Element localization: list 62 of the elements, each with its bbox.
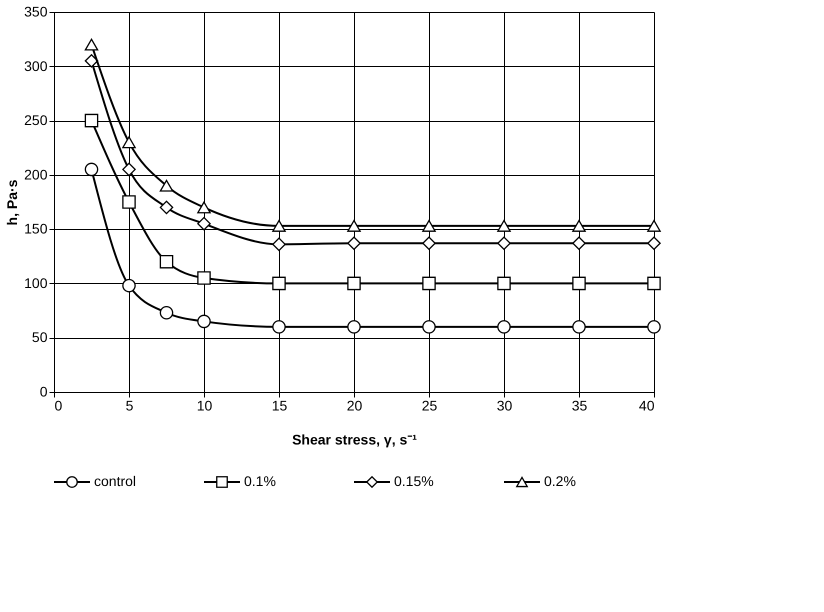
y-tick-label: 200 [24,166,48,182]
point [160,254,174,268]
point [422,320,436,334]
legend-label: 0.1% [244,473,276,489]
point [647,220,661,232]
point [647,236,661,250]
x-tick-label: 15 [272,398,288,414]
point [497,276,511,290]
point [647,320,661,334]
x-tick-label: 30 [496,398,512,414]
point [122,162,136,176]
point [647,276,661,290]
point [160,306,174,320]
point [347,320,361,334]
x-tick-label: 25 [422,398,438,414]
point [347,220,361,232]
point [122,195,136,209]
y-tick-label: 350 [24,4,48,20]
point [272,220,286,232]
y-axis-title: h, Pa·s [4,179,20,226]
legend-label: control [94,473,136,489]
point [497,220,511,232]
point [347,276,361,290]
point [572,236,586,250]
point [84,114,98,128]
y-tick-label: 250 [24,112,48,128]
point [84,162,98,176]
x-axis-title: Shear stress, γ, s⁻¹ [292,432,418,448]
point [272,276,286,290]
point [160,200,174,214]
x-tick-label: 10 [196,398,212,414]
point [84,38,98,51]
x-tick-label: 20 [346,398,362,414]
point [122,278,136,292]
point [197,216,211,230]
point [272,320,286,334]
x-tick-label: 35 [572,398,588,414]
point [422,276,436,290]
y-tick-label: 300 [24,58,48,74]
point [572,276,586,290]
point [347,236,361,250]
point [497,320,511,334]
point [160,180,174,192]
point [197,271,211,285]
point [422,220,436,232]
point [197,201,211,214]
y-tick-label: 0 [40,384,48,400]
point [272,238,286,252]
x-tick-label: 5 [126,398,134,414]
point [122,136,136,148]
legend-label: 0.15% [394,473,434,489]
y-tick-label: 50 [32,329,48,346]
y-tick-label: 100 [24,274,48,291]
x-tick-label: 0 [54,398,62,414]
y-tick-label: 150 [24,220,48,237]
point [422,236,436,250]
point [497,236,511,250]
point [572,220,586,232]
x-tick-label: 40 [638,398,655,414]
point [197,314,211,328]
legend-label: 0.2% [544,473,576,489]
point [572,320,586,334]
